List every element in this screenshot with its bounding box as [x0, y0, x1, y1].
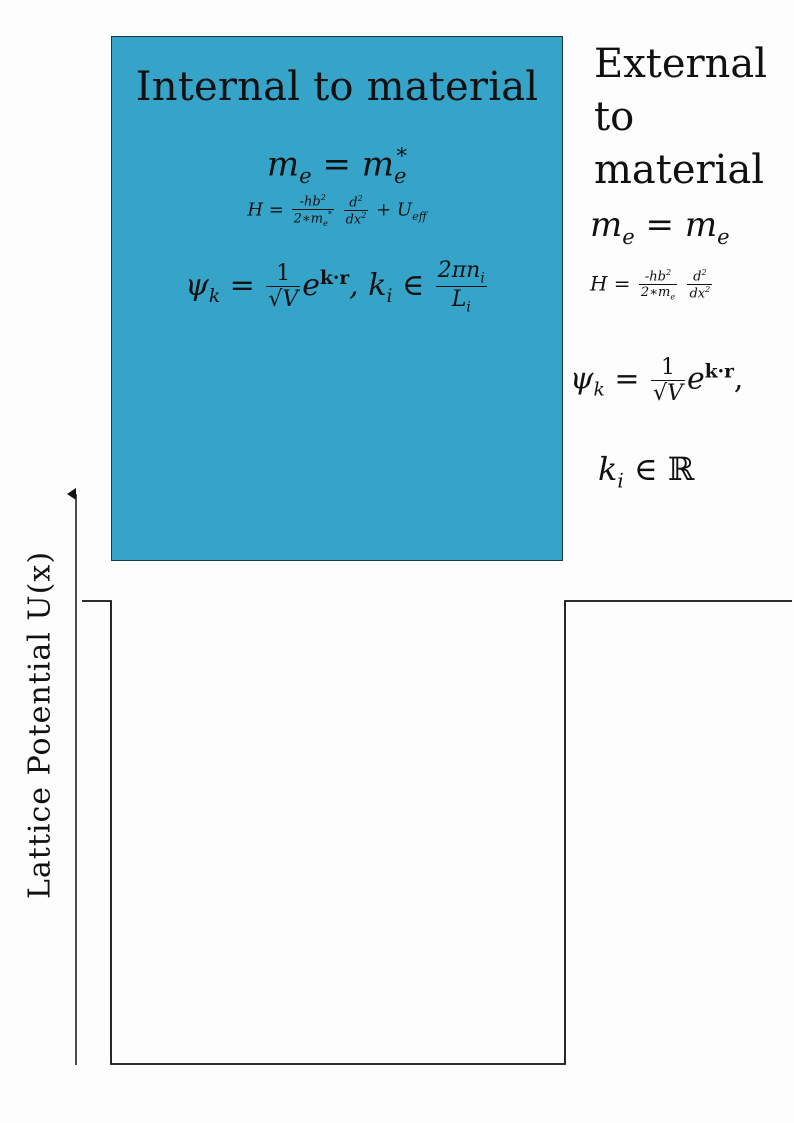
external-title-line: External — [594, 41, 768, 87]
material-region — [111, 36, 563, 561]
external-title: External to material — [594, 38, 767, 197]
internal-wavefunction: ψk = 1 √V ek·r, ki ∈ 2πni Li — [185, 258, 487, 316]
external-k-domain: ki ∈ ℝ — [598, 450, 695, 493]
external-mass-equation: me = me — [590, 205, 730, 249]
external-hamiltonian: H = -hb2 2∗me d2 dx2 — [590, 268, 713, 302]
y-axis-label: Lattice Potential U(x) — [22, 550, 58, 900]
potential-well-line — [82, 600, 792, 1065]
internal-hamiltonian: H = -hb2 2∗me* d2 dx2 + Ueff — [247, 193, 427, 229]
external-wavefunction: ψk = 1 √V ek·r, — [570, 355, 744, 406]
external-title-line: to — [594, 94, 635, 140]
internal-title: Internal to material — [135, 64, 539, 110]
external-title-line: material — [594, 147, 765, 193]
internal-mass-equation: me = me* — [266, 143, 408, 189]
